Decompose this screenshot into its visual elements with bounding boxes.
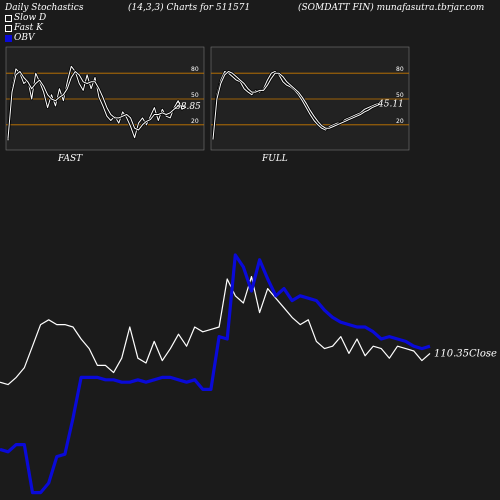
legend-item-fast-k: Fast K — [5, 23, 46, 33]
panel-frame — [210, 46, 410, 151]
panel-label: FULL — [261, 154, 288, 164]
panel-label: FAST — [57, 154, 83, 164]
tick-label: 20 — [396, 118, 404, 125]
tick-label: 50 — [191, 92, 199, 99]
legend-swatch — [5, 24, 12, 32]
panel-frame — [5, 46, 205, 151]
series-line-close — [0, 276, 431, 386]
last-value-label: 38.85 — [175, 102, 201, 112]
fast-stochastics-panel: 80 50 20 38.85 FAST — [5, 46, 205, 164]
legend-label: Slow D — [14, 13, 47, 23]
chart-source: (SOMDATT FIN) munafasutra.tbrjar.com — [298, 3, 485, 13]
tick-label: 20 — [191, 118, 199, 125]
legend-swatch — [5, 14, 12, 22]
chart-title: Daily Stochastics — [5, 3, 84, 13]
chart-subtitle: (14,3,3) Charts for 511571 — [128, 3, 251, 13]
tick-label: 80 — [191, 66, 199, 73]
tick-label: 50 — [396, 92, 404, 99]
series-line-k — [212, 71, 381, 139]
series-line-d — [7, 71, 187, 139]
legend-label: OBV — [14, 33, 35, 43]
tick-label: 80 — [396, 66, 404, 73]
legend-item-obv: OBV — [5, 33, 46, 43]
legend-item-slow-d: Slow D — [5, 13, 46, 23]
price-obv-panel: 110.35Close — [0, 253, 497, 495]
close-value-label: 110.35Close — [434, 348, 497, 359]
series-line-obv — [0, 253, 431, 495]
legend: Slow D Fast K OBV — [5, 13, 46, 43]
legend-label: Fast K — [14, 23, 43, 33]
full-stochastics-panel: 80 50 20 45.11 FULL — [210, 46, 410, 164]
legend-swatch — [5, 34, 12, 42]
series-line-d — [212, 71, 381, 140]
last-value-label: 45.11 — [377, 99, 404, 109]
